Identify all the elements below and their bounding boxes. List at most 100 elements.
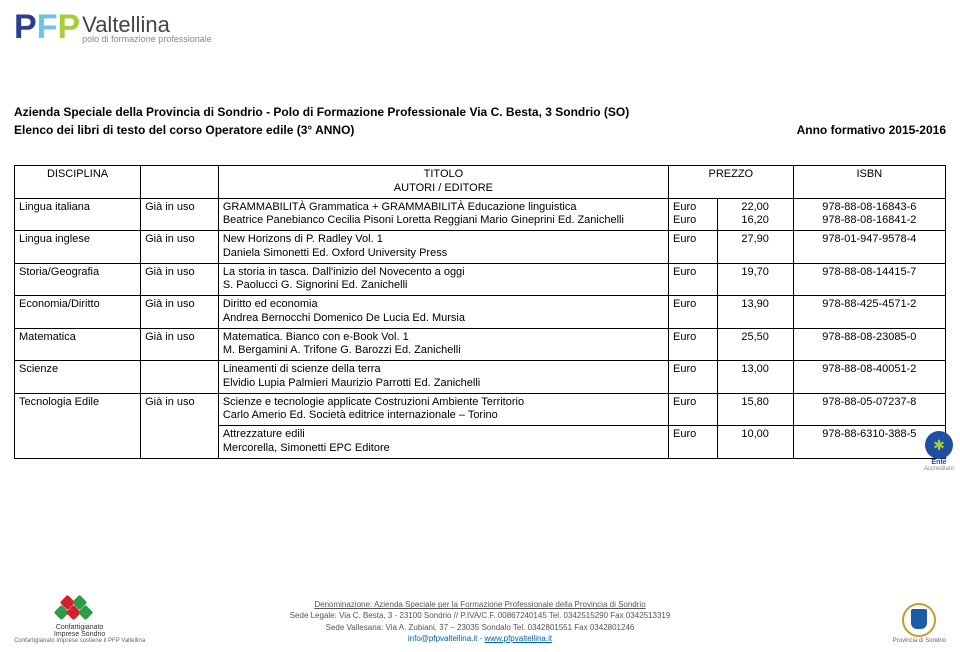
table-body: Lingua italiana Già in uso GRAMMABILITÀ …	[15, 198, 946, 458]
cell-author: S. Paolucci G. Signorini Ed. Zanichelli	[223, 279, 408, 291]
cell-title-author: New Horizons di P. Radley Vol. 1 Daniela…	[218, 231, 668, 264]
th-isbn: ISBN	[793, 166, 945, 199]
cell-stato: Già in uso	[141, 263, 219, 296]
cell-title: Scienze e tecnologie applicate Costruzio…	[223, 396, 524, 408]
province-label: Provincia di Sondrio	[893, 638, 946, 644]
document-header: Azienda Speciale della Provincia di Sond…	[14, 105, 946, 137]
cell-isbn: 978-88-08-14415-7	[793, 263, 945, 296]
cell-currency: Euro	[669, 328, 718, 361]
accredited-badge: Ente Accreditato	[924, 431, 954, 472]
cell-price: 10,00	[717, 426, 793, 459]
cell-title-author: Attrezzature edili Mercorella, Simonetti…	[218, 426, 668, 459]
cell-title-author: Scienze e tecnologie applicate Costruzio…	[218, 393, 668, 426]
cell-author: Elvidio Lupia Palmieri Maurizio Parrotti…	[223, 377, 480, 389]
cell-title: Diritto ed economia	[223, 298, 318, 310]
cell-title-author: Matematica. Bianco con e-Book Vol. 1 M. …	[218, 328, 668, 361]
cell-stato	[141, 361, 219, 394]
header-institution: Azienda Speciale della Provincia di Sond…	[14, 105, 946, 119]
cell-author: M. Bergamini A. Trifone G. Barozzi Ed. Z…	[223, 344, 461, 356]
cell-currency: Euro	[669, 296, 718, 329]
table-row: Scienze Lineamenti di scienze della terr…	[15, 361, 946, 394]
cell-stato: Già in uso	[141, 393, 219, 458]
table-row: Matematica Già in uso Matematica. Bianco…	[15, 328, 946, 361]
header-course: Elenco dei libri di testo del corso Oper…	[14, 123, 354, 137]
logo-text: Valtellina polo di formazione profession…	[82, 12, 212, 44]
cell-currency: Euro	[669, 426, 718, 459]
th-disciplina: DISCIPLINA	[15, 166, 141, 199]
cell-title-author: La storia in tasca. Dall'inizio del Nove…	[218, 263, 668, 296]
cell-title: Lineamenti di scienze della terra	[223, 363, 381, 375]
footer-email[interactable]: info@pfpvaltellina.it	[408, 634, 478, 643]
confartigianato-line1: Confartigianato	[14, 624, 145, 631]
cell-currency: Euro	[669, 361, 718, 394]
confartigianato-sub: Confartigianato Imprese sostiene il PFP …	[14, 638, 145, 644]
cell-isbn: 978-88-05-07237-8	[793, 393, 945, 426]
cell-disc: Lingua inglese	[15, 231, 141, 264]
cell-price: 27,90	[717, 231, 793, 264]
cell-author: Mercorella, Simonetti EPC Editore	[223, 442, 390, 454]
table-row: Economia/Diritto Già in uso Diritto ed e…	[15, 296, 946, 329]
th-titolo-text: TITOLO	[223, 168, 664, 182]
footer-sponsor-left: Confartigianato Imprese Sondrio Confarti…	[14, 597, 145, 644]
cell-disc: Matematica	[15, 328, 141, 361]
cell-price: 13,00	[717, 361, 793, 394]
cell-disc: Tecnologia Edile	[15, 393, 141, 458]
cell-currency: Euro	[669, 263, 718, 296]
confartigianato-line2: Imprese Sondrio	[14, 631, 145, 638]
cell-title-author: Lineamenti di scienze della terra Elvidi…	[218, 361, 668, 394]
cell-price: 25,50	[717, 328, 793, 361]
cell-title-author: GRAMMABILITÀ Grammatica + GRAMMABILITÀ E…	[218, 198, 668, 231]
cell-disc: Storia/Geografia	[15, 263, 141, 296]
cell-isbn: 978-88-08-23085-0	[793, 328, 945, 361]
cell-price: 22,00 16,20	[717, 198, 793, 231]
cell-title: GRAMMABILITÀ Grammatica + GRAMMABILITÀ E…	[223, 201, 577, 213]
cell-title-author: Diritto ed economia Andrea Bernocchi Dom…	[218, 296, 668, 329]
accredited-label-1: Ente	[924, 459, 954, 466]
table-row: Lingua inglese Già in uso New Horizons d…	[15, 231, 946, 264]
cell-title: Attrezzature edili	[223, 428, 305, 440]
cell-isbn: 978-88-6310-388-5	[793, 426, 945, 459]
cell-isbn: 978-88-425-4571-2	[793, 296, 945, 329]
th-autori-text: AUTORI / EDITORE	[223, 182, 664, 196]
cell-currency: Euro Euro	[669, 198, 718, 231]
cell-currency: Euro	[669, 393, 718, 426]
cell-author: Beatrice Panebianco Cecilia Pisoni Loret…	[223, 214, 624, 226]
logo-letter-2: F	[37, 8, 58, 46]
cell-title: New Horizons di P. Radley Vol. 1	[223, 233, 383, 245]
cell-disc: Scienze	[15, 361, 141, 394]
textbook-table: DISCIPLINA TITOLO AUTORI / EDITORE PREZZ…	[14, 165, 946, 459]
accredited-label-2: Accreditato	[924, 466, 954, 472]
document-footer: Ente Accreditato Denominazione: Azienda …	[0, 599, 960, 644]
cell-author: Carlo Amerio Ed. Società editrice intern…	[223, 409, 498, 421]
logo-letter-1: P	[14, 8, 37, 46]
cell-stato: Già in uso	[141, 296, 219, 329]
cell-author: Daniela Simonetti Ed. Oxford University …	[223, 247, 447, 259]
cell-stato: Già in uso	[141, 198, 219, 231]
table-row: Storia/Geografia Già in uso La storia in…	[15, 263, 946, 296]
th-prezzo: PREZZO	[669, 166, 794, 199]
cell-isbn: 978-01-947-9578-4	[793, 231, 945, 264]
footer-province: Provincia di Sondrio	[893, 603, 946, 644]
logo-letter-3: P	[57, 8, 80, 46]
cell-isbn: 978-88-08-40051-2	[793, 361, 945, 394]
cell-stato: Già in uso	[141, 328, 219, 361]
accredited-icon	[925, 431, 953, 459]
th-titolo: TITOLO AUTORI / EDITORE	[218, 166, 668, 199]
footer-website[interactable]: www.pfpvaltellina.it	[485, 634, 553, 643]
cell-price: 13,90	[717, 296, 793, 329]
cell-price: 19,70	[717, 263, 793, 296]
cell-price: 15,80	[717, 393, 793, 426]
table-row: Tecnologia Edile Già in uso Scienze e te…	[15, 393, 946, 426]
cell-title: Matematica. Bianco con e-Book Vol. 1	[223, 331, 409, 343]
logo-letters: PFP	[14, 8, 80, 47]
table-row: Lingua italiana Già in uso GRAMMABILITÀ …	[15, 198, 946, 231]
cell-isbn: 978-88-08-16843-6 978-88-08-16841-2	[793, 198, 945, 231]
logo-subtitle: polo di formazione professionale	[82, 34, 212, 44]
confartigianato-icon	[56, 597, 104, 623]
th-empty-stato	[141, 166, 219, 199]
cell-disc: Economia/Diritto	[15, 296, 141, 329]
cell-stato: Già in uso	[141, 231, 219, 264]
cell-title: La storia in tasca. Dall'inizio del Nove…	[223, 266, 465, 278]
cell-disc: Lingua italiana	[15, 198, 141, 231]
cell-author: Andrea Bernocchi Domenico De Lucia Ed. M…	[223, 312, 465, 324]
